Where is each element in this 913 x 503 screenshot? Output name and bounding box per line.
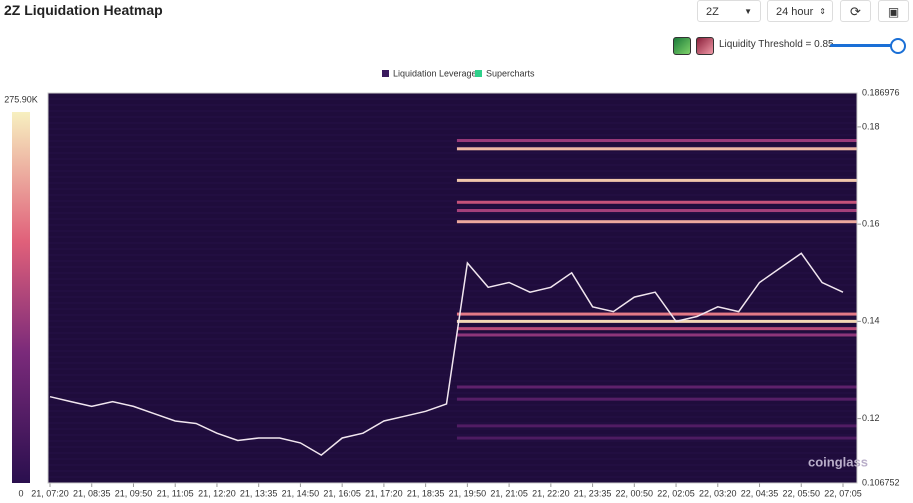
x-tick-label: 21, 21:05	[490, 488, 528, 498]
colorbar-max: 275.90K	[4, 94, 38, 104]
x-tick-label: 21, 19:50	[449, 488, 487, 498]
liquidation-level	[456, 312, 857, 316]
liquidation-level	[456, 220, 857, 224]
liquidation-level	[456, 327, 857, 331]
watermark: coinglass	[808, 454, 868, 469]
x-tick-label: 21, 16:05	[323, 488, 361, 498]
liquidation-level	[456, 200, 857, 204]
liquidation-level	[456, 139, 857, 143]
x-tick-label: 21, 12:20	[198, 488, 236, 498]
price-line	[49, 252, 844, 457]
liquidation-level	[456, 333, 857, 337]
green-theme-button[interactable]	[673, 37, 691, 55]
x-tick-label: 21, 07:20	[31, 488, 69, 498]
legend-label[interactable]: Supercharts	[486, 68, 535, 78]
y-limit-label: 0.106752	[862, 477, 900, 487]
x-tick-label: 22, 04:35	[741, 488, 779, 498]
liquidation-level	[456, 436, 857, 440]
x-tick-label: 22, 05:50	[782, 488, 820, 498]
page-title: 2Z Liquidation Heatmap	[4, 2, 163, 18]
x-tick-label: 22, 02:05	[657, 488, 695, 498]
colorbar-min: 0	[18, 488, 23, 498]
y-tick-label: 0.16	[862, 219, 880, 229]
x-tick-label: 21, 22:20	[532, 488, 570, 498]
x-tick-label: 21, 23:35	[574, 488, 612, 498]
liquidation-level	[456, 385, 857, 389]
liquidation-level	[456, 424, 857, 428]
x-tick-label: 21, 13:35	[240, 488, 278, 498]
red-theme-button[interactable]	[696, 37, 714, 55]
camera-button[interactable]: ▣	[878, 0, 909, 22]
x-tick-label: 21, 09:50	[115, 488, 153, 498]
y-limit-label: 0.186976	[862, 87, 900, 97]
x-tick-label: 22, 07:05	[824, 488, 862, 498]
slider-knob[interactable]	[890, 38, 906, 54]
range-text: 24 hour	[776, 6, 814, 18]
plot-frame	[47, 92, 858, 484]
heatmap-background	[48, 93, 857, 483]
y-tick-label: 0.14	[862, 316, 880, 326]
colorbar	[12, 112, 30, 483]
symbol-select[interactable]: 2Z ▼	[697, 0, 761, 22]
refresh-button[interactable]: ⟳	[840, 0, 871, 22]
x-tick-label: 21, 11:05	[157, 488, 194, 498]
liquidation-level	[456, 397, 857, 401]
legend-swatch	[475, 70, 482, 77]
liquidation-level	[456, 209, 857, 213]
liquidation-level	[456, 147, 857, 151]
legend-label[interactable]: Liquidation Leverage	[393, 68, 477, 78]
x-tick-label: 21, 18:35	[407, 488, 445, 498]
legend-swatch	[382, 70, 389, 77]
y-tick-label: 0.12	[862, 413, 880, 423]
x-tick-label: 21, 17:20	[365, 488, 403, 498]
symbol-text: 2Z	[706, 6, 719, 18]
liquidation-level	[456, 178, 857, 182]
x-tick-label: 21, 14:50	[282, 488, 320, 498]
liquidation-level	[456, 319, 857, 323]
x-tick-label: 21, 08:35	[73, 488, 111, 498]
range-select[interactable]: 24 hour ⇕	[767, 0, 833, 22]
threshold-label: Liquidity Threshold = 0.85	[719, 39, 834, 50]
threshold-slider[interactable]	[830, 44, 896, 47]
x-tick-label: 22, 00:50	[616, 488, 654, 498]
y-tick-label: 0.18	[862, 121, 880, 131]
x-tick-label: 22, 03:20	[699, 488, 737, 498]
